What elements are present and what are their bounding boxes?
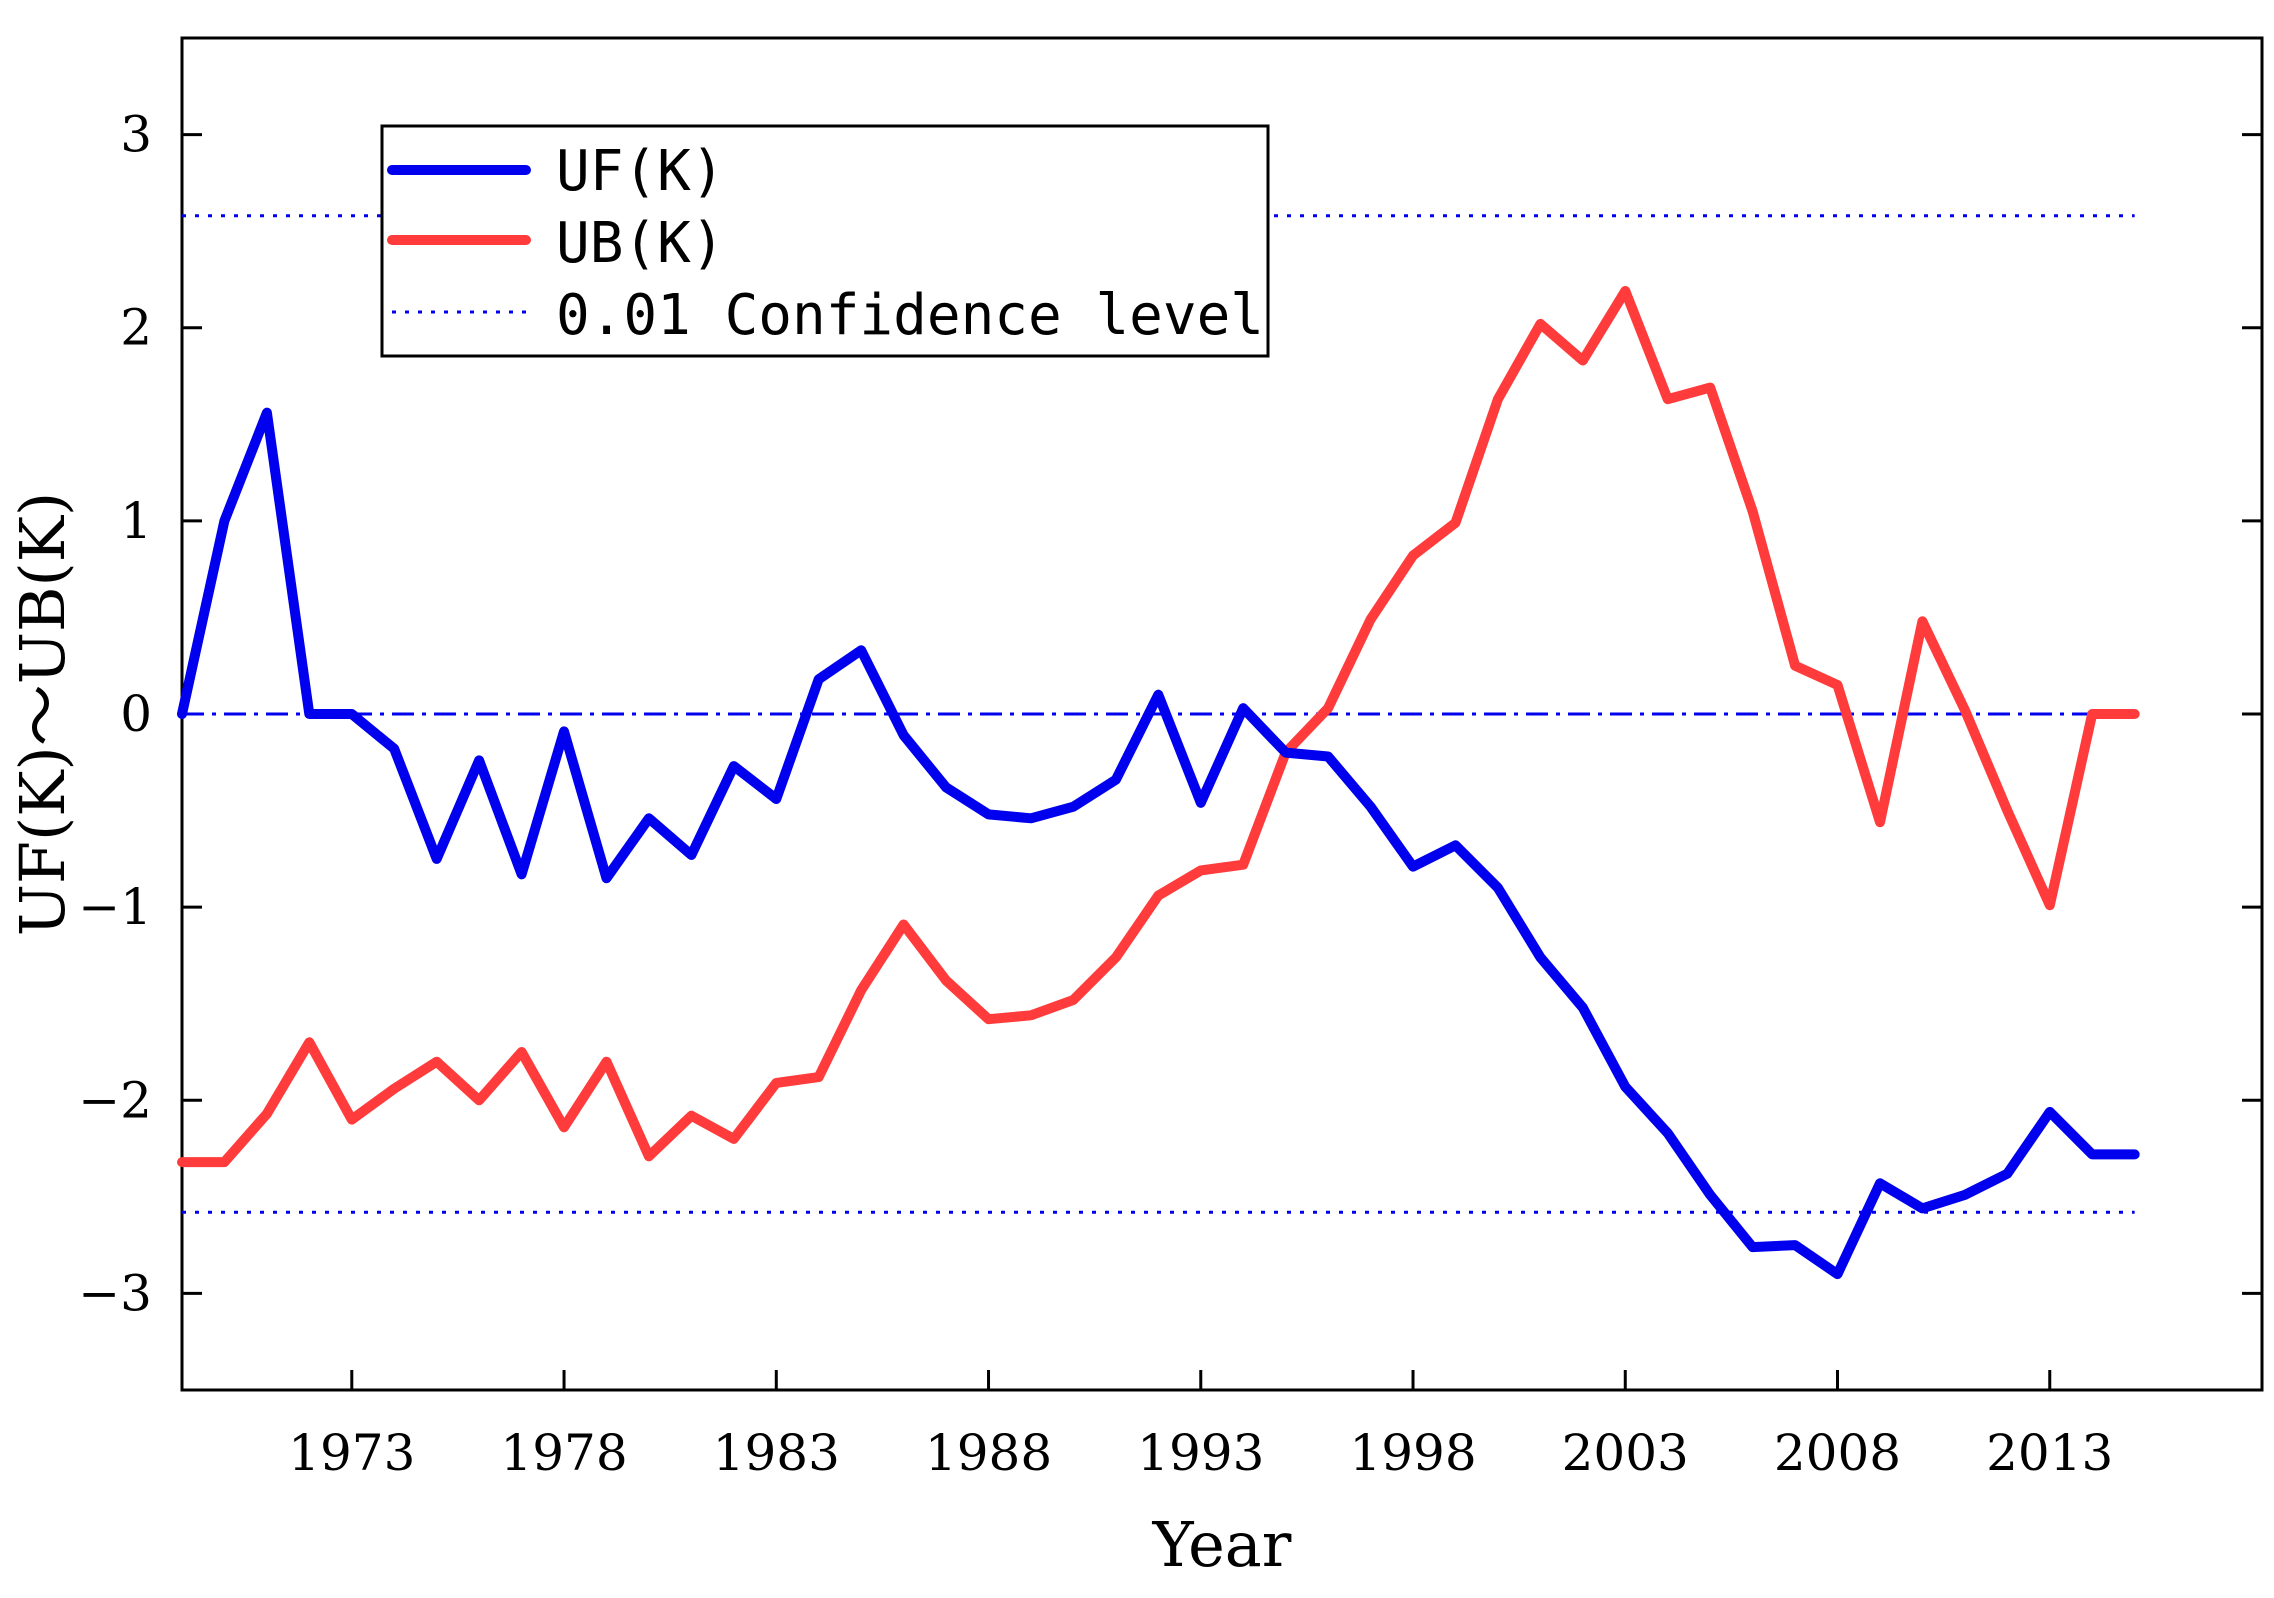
uf-series-line xyxy=(177,407,2140,1280)
y-tick-label--3: −3 xyxy=(78,1264,152,1322)
x-tick-label-1998: 1998 xyxy=(1349,1424,1476,1482)
x-axis: 1973 1978 1983 1988 1993 1998 2003 2008 2013 xyxy=(288,1370,2113,1482)
legend-label-ub: UB(K) xyxy=(556,211,725,276)
y-axis: −3 −2 −1 0 1 2 3 xyxy=(78,106,2262,1322)
x-tick-label-2003: 2003 xyxy=(1562,1424,1689,1482)
y-tick-label-3: 3 xyxy=(120,106,152,164)
y-tick-label--1: −1 xyxy=(78,878,152,936)
legend: UF(K) UB(K) 0.01 Confidence level xyxy=(380,124,1270,358)
x-axis-title: Year xyxy=(1152,1508,1292,1581)
y-tick-label-1: 1 xyxy=(120,492,152,550)
series-layer xyxy=(177,286,2140,1280)
x-tick-label-2008: 2008 xyxy=(1774,1424,1901,1482)
y-tick-label--2: −2 xyxy=(78,1071,152,1129)
y-tick-label-2: 2 xyxy=(120,299,152,357)
x-tick-label-1978: 1978 xyxy=(500,1424,627,1482)
x-tick-label-2013: 2013 xyxy=(1986,1424,2113,1482)
legend-label-confidence: 0.01 Confidence level xyxy=(556,283,1264,348)
legend-label-uf: UF(K) xyxy=(556,139,725,204)
x-tick-label-1988: 1988 xyxy=(925,1424,1052,1482)
x-tick-label-1993: 1993 xyxy=(1137,1424,1264,1482)
x-tick-label-1983: 1983 xyxy=(713,1424,840,1482)
y-tick-label-0: 0 xyxy=(120,685,152,743)
x-tick-label-1973: 1973 xyxy=(288,1424,415,1482)
ub-series-line xyxy=(177,286,2140,1168)
y-axis-title: UF(K)～UB(K) xyxy=(6,492,79,936)
